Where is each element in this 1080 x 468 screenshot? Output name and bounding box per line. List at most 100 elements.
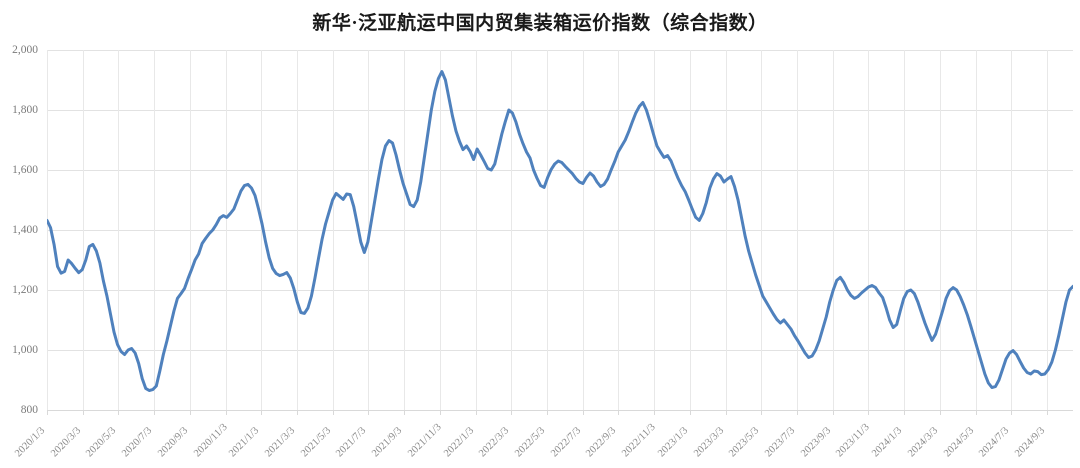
x-axis-tick-label: 2020/7/3	[120, 425, 155, 460]
y-axis-tick-label: 1,000	[12, 344, 38, 356]
x-axis-tick-label: 2022/9/3	[584, 425, 619, 460]
x-axis-tick-label: 2023/1/3	[655, 425, 691, 460]
x-axis-tickmark	[82, 410, 84, 415]
gridline-vertical	[297, 50, 298, 410]
x-axis-tickmark	[582, 410, 584, 415]
x-axis-tick-label: 2023/7/3	[763, 425, 798, 460]
x-axis-tick-label: 2023/11/3	[834, 421, 873, 460]
x-axis-tickmark	[939, 410, 941, 415]
y-axis-tick-label: 1,400	[12, 224, 38, 236]
x-axis-tickmark	[797, 410, 798, 415]
y-axis-tick-label: 800	[20, 404, 38, 416]
x-axis-tick-label: 2021/7/3	[334, 425, 369, 460]
chart-title: 新华·泛亚航运中国内贸集装箱运价指数（综合指数）	[312, 13, 768, 34]
gridline-vertical	[404, 50, 406, 410]
series-line-comprehensive-index	[47, 70, 1073, 392]
x-axis-tickmark	[868, 410, 870, 415]
gridline-horizontal	[47, 230, 1073, 231]
gridline-vertical	[689, 50, 691, 410]
gridline-vertical	[1047, 50, 1048, 410]
x-axis-tick-label: 2020/9/3	[155, 425, 191, 460]
gridline-vertical	[225, 50, 227, 410]
x-axis-tick-label: 2023/5/3	[727, 425, 762, 460]
x-axis-tick-label: 2022/5/3	[513, 425, 548, 460]
x-axis-tickmark	[761, 410, 763, 415]
x-axis-tick-label: 2021/5/3	[298, 425, 333, 460]
x-axis-tickmark	[297, 410, 298, 415]
x-axis-tickmark	[511, 410, 513, 415]
x-axis-tick-label: 2021/11/3	[405, 421, 444, 460]
gridline-vertical	[939, 50, 941, 410]
x-axis-tickmark	[118, 410, 120, 415]
x-axis-tickmark	[189, 410, 191, 415]
x-axis-tick-label: 2022/11/3	[620, 421, 658, 460]
gridline-horizontal	[47, 350, 1073, 351]
x-axis-tick-label: 2020/1/3	[13, 425, 48, 460]
gridline-vertical	[975, 50, 977, 410]
gridline-vertical	[761, 50, 763, 410]
x-axis-tickmark	[154, 410, 156, 415]
x-axis-tick-label: 2021/9/3	[370, 425, 405, 460]
x-axis-tickmark	[368, 410, 370, 415]
x-axis-tick-label: 2024/1/3	[870, 425, 905, 460]
x-axis-tickmark	[261, 410, 263, 415]
x-axis-tickmark	[618, 410, 620, 415]
x-axis-tickmark	[904, 410, 906, 415]
x-axis-tick-label: 2024/5/3	[941, 425, 976, 460]
gridline-horizontal	[47, 110, 1073, 111]
x-axis-tick-label: 2020/11/3	[191, 421, 230, 460]
x-axis-tick-label: 2022/3/3	[477, 425, 512, 460]
y-axis-tick-label: 1,200	[12, 284, 38, 296]
gridline-vertical	[904, 50, 906, 410]
x-axis-tickmark	[332, 410, 334, 415]
y-axis-tick-label: 1,600	[12, 164, 38, 176]
x-axis-tickmark	[475, 410, 477, 415]
y-axis-tick-label: 2,000	[12, 44, 38, 56]
gridline-vertical	[1011, 50, 1013, 410]
y-axis: 2,000 1,800 1,600 1,400 1,200 1,000 800	[0, 44, 42, 416]
gridline-horizontal	[47, 50, 1073, 51]
gridline-vertical	[332, 50, 334, 410]
gridline-vertical	[868, 50, 870, 410]
x-axis: 2020/1/3 2020/3/3 2020/5/3 2020/7/3 2020/9/3…	[13, 412, 1073, 468]
gridline-vertical	[82, 50, 84, 410]
gridline-vertical	[475, 50, 477, 410]
gridline-vertical	[618, 50, 620, 410]
x-axis-tickmark	[725, 410, 727, 415]
x-axis-tickmark	[975, 410, 977, 415]
gridline-horizontal	[47, 170, 1073, 171]
x-axis-tickmark	[654, 410, 656, 415]
x-axis-tickmark	[1011, 410, 1013, 415]
gridline-vertical	[654, 50, 656, 410]
gridline-vertical	[832, 50, 834, 410]
x-axis-tick-label: 2021/3/3	[263, 425, 298, 460]
series-polyline	[47, 70, 1073, 392]
gridline-vertical	[582, 50, 584, 410]
x-axis-tick-label: 2024/7/3	[977, 425, 1012, 460]
gridline-vertical	[725, 50, 727, 410]
x-axis-tick-label: 2024/3/3	[905, 425, 941, 460]
gridline-vertical	[47, 50, 48, 410]
x-axis-tick-label: 2022/1/3	[441, 425, 476, 460]
x-axis-tickmark	[47, 410, 48, 415]
x-axis-tick-label: 2023/3/3	[691, 425, 726, 460]
gridline-vertical	[797, 50, 798, 410]
x-axis-tickmark	[225, 410, 227, 415]
x-axis-tick-label: 2020/5/3	[84, 425, 119, 460]
x-axis-tickmark	[689, 410, 691, 415]
x-axis-tickmark	[439, 410, 441, 415]
x-axis-tick-label: 2024/9/3	[1013, 425, 1048, 460]
gridline-horizontal	[47, 290, 1073, 291]
x-axis-tick-label: 2023/9/3	[798, 425, 833, 460]
x-axis-tick-label: 2021/1/3	[227, 425, 262, 460]
x-axis-line	[47, 410, 1073, 411]
y-axis-tick-label: 1,800	[12, 104, 38, 116]
x-axis-tickmark	[404, 410, 406, 415]
x-axis-tick-label: 2022/7/3	[548, 425, 583, 460]
gridline-vertical	[511, 50, 513, 410]
gridline-vertical	[547, 50, 548, 410]
x-axis-tickmark	[547, 410, 548, 415]
gridline-vertical	[439, 50, 441, 410]
x-axis-tickmark	[1047, 410, 1048, 415]
